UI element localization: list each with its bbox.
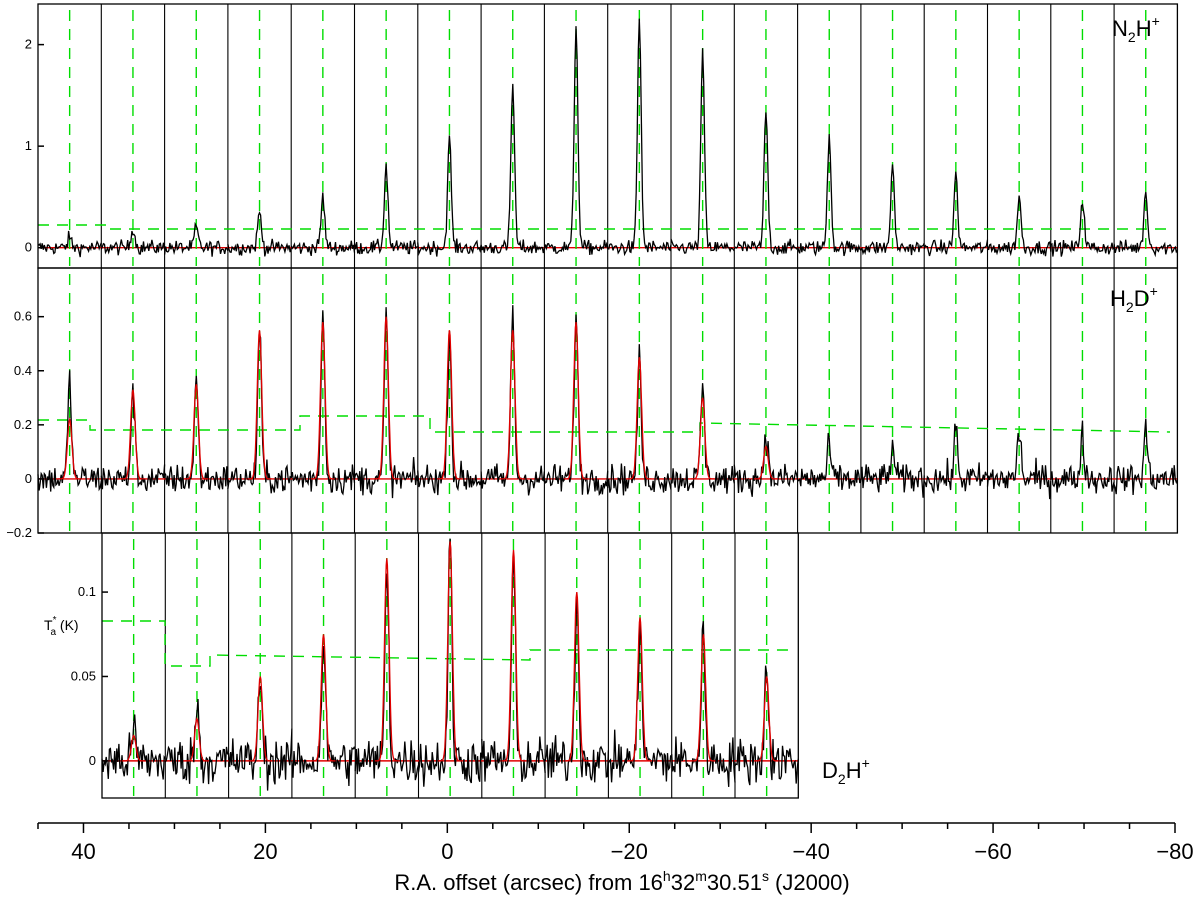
spectrum-cell-10 xyxy=(671,621,736,787)
x-tick-label: −80 xyxy=(1156,839,1193,864)
spectrum-cell-16 xyxy=(986,195,1052,258)
gaussian-fit-cell-2 xyxy=(184,717,209,762)
gaussian-fit-cell-6 xyxy=(374,316,399,480)
spectrum-cell-8 xyxy=(480,305,546,496)
gaussian-fit-cell-2 xyxy=(120,389,145,480)
spectrum-cell-14 xyxy=(860,164,925,256)
spectrum-cell-15 xyxy=(923,423,988,495)
spectrum-cell-8 xyxy=(480,83,546,254)
y-tick-label: 0 xyxy=(89,753,96,768)
spectrum-cell-12 xyxy=(733,434,799,497)
y-tick-label: −0.2 xyxy=(6,525,32,540)
gaussian-fit-cell-8 xyxy=(564,592,589,762)
panel-1: 0 1 2 N2H+ xyxy=(25,3,1179,269)
gaussian-fit-cell-3 xyxy=(248,676,273,762)
gaussian-fit-cell-6 xyxy=(438,541,463,762)
gaussian-fit-cell-11 xyxy=(754,676,779,762)
spectrum-cell-12 xyxy=(733,112,798,255)
spectrum-cell-10 xyxy=(607,18,672,257)
spectrum-cell-13 xyxy=(797,432,862,491)
x-tick-label: −20 xyxy=(611,839,648,864)
spectrum-cell-7 xyxy=(417,135,482,257)
x-tick-label: −40 xyxy=(792,839,829,864)
gaussian-fit-cell-11 xyxy=(690,397,715,480)
gaussian-fit-cell-9 xyxy=(564,322,588,480)
x-tick-label: 40 xyxy=(71,839,95,864)
spectrum-cell-1 xyxy=(37,370,102,492)
spectrum-cell-2 xyxy=(100,230,166,256)
spectrum-cell-3 xyxy=(164,375,229,492)
gaussian-fit-cell-10 xyxy=(627,357,652,480)
gaussian-fit-cell-4 xyxy=(247,330,272,480)
spectrum-cell-2 xyxy=(164,698,230,785)
y-tick-label: 0.4 xyxy=(14,363,32,378)
spectra-panels: 0 1 2 N2H+ −0.2 0 0.2 0.4 0.6 H2D+ 0 0.05 0.1 D2H+ xyxy=(6,3,1179,799)
gaussian-fit-cell-1 xyxy=(57,417,82,480)
threshold-guide xyxy=(102,620,795,667)
spectrum-cell-3 xyxy=(227,686,293,791)
spectrum-cell-17 xyxy=(1050,420,1115,494)
spectrum-cell-6 xyxy=(417,538,483,787)
gaussian-fit-cell-10 xyxy=(691,634,716,762)
y-tick-label: 0.6 xyxy=(14,309,32,324)
spectrum-cell-15 xyxy=(923,171,989,257)
spectrum-cell-18 xyxy=(1113,418,1178,496)
spectrum-cell-11 xyxy=(670,48,735,254)
y-tick-label: 0.05 xyxy=(71,668,96,683)
y-tick-label: 0 xyxy=(25,471,32,486)
spectrum-cell-10 xyxy=(607,344,672,496)
gaussian-fit-cell-7 xyxy=(437,330,462,480)
threshold-guide xyxy=(38,224,1170,230)
panel-2: −0.2 0 0.2 0.4 0.6 H2D+ xyxy=(6,267,1179,540)
spectrum-cell-16 xyxy=(986,433,1052,500)
y-tick-label: 2 xyxy=(25,37,32,52)
y-tick-label: 0 xyxy=(25,240,32,255)
x-tick-label: 0 xyxy=(441,839,453,864)
spectrum-cell-6 xyxy=(353,307,419,499)
spectrum-cell-9 xyxy=(543,26,609,255)
spectrum-cell-14 xyxy=(860,439,925,498)
species-label: N2H+ xyxy=(1112,13,1160,45)
x-axis: 40 20 0 −20 −40 −60 −80 xyxy=(37,822,1194,864)
gaussian-fit-cell-5 xyxy=(310,322,335,480)
x-tick-label: 20 xyxy=(253,839,277,864)
spectrum-cell-1 xyxy=(101,714,166,780)
gaussian-fit-cell-5 xyxy=(374,558,399,762)
x-axis-label: R.A. offset (arcsec) from 16h32m30.51s (… xyxy=(394,868,849,895)
spectrum-cell-18 xyxy=(1113,191,1178,258)
gaussian-fit-cell-7 xyxy=(501,549,526,762)
gaussian-fit-cell-1 xyxy=(121,734,146,762)
y-tick-label: 0.1 xyxy=(78,584,96,599)
spectrum-cell-6 xyxy=(353,163,418,255)
spectrum-cell-4 xyxy=(227,211,292,257)
spectrum-cell-7 xyxy=(481,554,546,783)
spectrum-cell-5 xyxy=(290,310,356,496)
spectrum-cell-13 xyxy=(796,134,862,257)
y-tick-label: 0.2 xyxy=(14,417,32,432)
gaussian-fit-cell-9 xyxy=(628,617,652,762)
gaussian-fit-cell-8 xyxy=(500,330,525,480)
spectrum-cell-11 xyxy=(670,383,735,494)
gaussian-fit-cell-3 xyxy=(184,384,209,480)
gaussian-fit-cell-4 xyxy=(311,634,336,762)
y-tick-label: 1 xyxy=(25,138,32,153)
panel-frame xyxy=(101,532,799,799)
species-label: H2D+ xyxy=(1110,283,1158,315)
spectrum-cell-3 xyxy=(163,221,229,257)
spectrum-cell-4 xyxy=(291,646,356,787)
spectrum-cell-5 xyxy=(354,573,420,781)
spectrum-cell-9 xyxy=(543,314,609,497)
gaussian-fit-cell-12 xyxy=(753,445,778,480)
y-axis-label: T* a (K) xyxy=(44,615,79,638)
spectrum-cell-11 xyxy=(734,665,799,786)
spectrum-cell-2 xyxy=(100,383,166,492)
species-label: D2H+ xyxy=(822,755,870,787)
spectrum-cell-5 xyxy=(290,192,356,257)
panel-3: 0 0.05 0.1 D2H+ xyxy=(71,532,870,799)
threshold-guide xyxy=(38,415,1171,433)
x-tick-label: −60 xyxy=(974,839,1011,864)
spectrum-cell-1 xyxy=(37,230,102,258)
spectrum-cell-17 xyxy=(1050,203,1115,257)
